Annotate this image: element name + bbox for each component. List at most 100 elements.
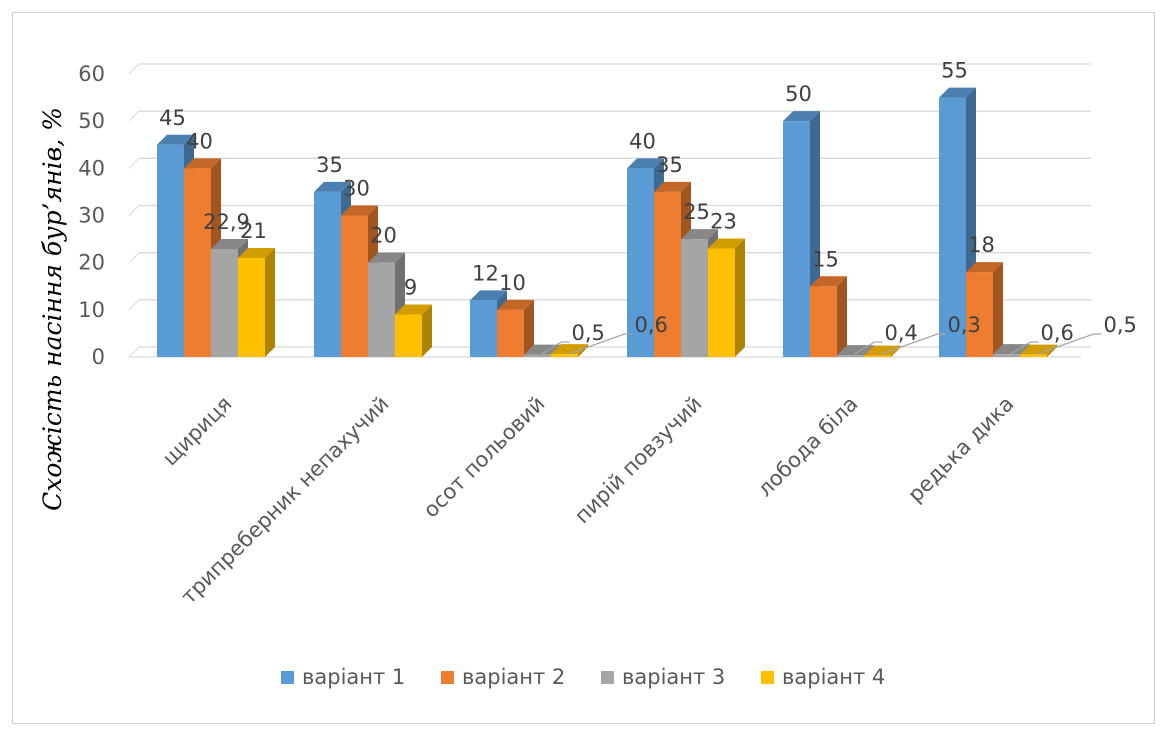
bar-top — [708, 238, 745, 249]
legend-swatch — [281, 671, 294, 684]
bar-top — [524, 344, 561, 355]
bar-top — [783, 111, 820, 122]
data-label-leader — [1037, 333, 1102, 355]
bar — [966, 262, 1003, 357]
bar-front — [314, 191, 341, 357]
bar — [783, 111, 820, 358]
data-label: 21 — [240, 219, 267, 243]
data-label: 10 — [499, 271, 526, 295]
data-label: 40 — [186, 129, 213, 153]
gridline-depth — [128, 205, 140, 216]
data-label: 35 — [316, 153, 343, 177]
bar-front — [238, 257, 265, 357]
category-label: пирій повзучий — [570, 392, 707, 529]
bar-top — [314, 181, 351, 192]
bar — [238, 247, 275, 357]
data-label: 0,6 — [1041, 321, 1074, 345]
y-tick-label: 60 — [78, 62, 105, 86]
legend-item: варіант 4 — [761, 665, 885, 689]
bar-top — [681, 229, 718, 240]
data-label-leader — [881, 333, 946, 355]
category-label: лобода біла — [753, 392, 863, 502]
bar-front — [654, 191, 681, 357]
bar-front — [708, 248, 735, 357]
bar-top — [157, 134, 194, 145]
data-label: 45 — [159, 106, 186, 130]
bar-top — [1020, 344, 1057, 355]
bar-top — [966, 262, 1003, 273]
category-label: осот польовий — [419, 392, 550, 523]
gridline-depth — [128, 252, 140, 264]
bar-top — [810, 276, 847, 287]
bar-top — [341, 205, 378, 216]
y-tick-label: 10 — [78, 298, 105, 322]
data-label: 23 — [710, 210, 737, 234]
legend-label: варіант 4 — [782, 665, 885, 689]
bar — [810, 276, 847, 357]
data-label-leader — [541, 341, 570, 355]
data-label: 20 — [370, 224, 397, 248]
data-label-leader — [854, 341, 883, 355]
bar-side — [735, 238, 745, 357]
bar-side — [837, 276, 847, 357]
category-label: редька дика — [903, 392, 1018, 507]
data-label: 30 — [343, 177, 370, 201]
bar-top — [238, 247, 275, 258]
bar-top — [368, 252, 405, 263]
legend-swatch — [761, 671, 774, 684]
bar — [497, 299, 534, 357]
bar-front — [497, 309, 524, 357]
bar-front — [184, 168, 211, 357]
bar-top — [211, 238, 248, 249]
data-label: 22,9 — [203, 210, 250, 234]
bar-top — [864, 345, 901, 356]
bar-side — [993, 262, 1003, 357]
bar-top — [497, 299, 534, 310]
bar-front — [837, 355, 864, 357]
y-tick-label: 0 — [92, 345, 105, 369]
data-label-leader — [568, 333, 633, 355]
bar-top — [993, 344, 1030, 355]
bar-top — [654, 181, 691, 192]
data-label: 55 — [941, 59, 968, 83]
data-label: 0,5 — [572, 321, 605, 345]
bar-front — [551, 354, 578, 357]
legend-swatch — [601, 671, 614, 684]
legend-label: варіант 3 — [622, 665, 725, 689]
bars — [157, 87, 1057, 358]
data-label: 15 — [812, 247, 839, 271]
bar — [708, 238, 745, 357]
category-label: щириця — [158, 392, 237, 471]
bar — [368, 252, 405, 357]
bar-front — [341, 215, 368, 357]
bar-top — [470, 290, 507, 301]
bar-top — [551, 344, 588, 355]
bar-front — [368, 262, 395, 357]
legend-item: варіант 2 — [441, 665, 565, 689]
bar-front — [470, 300, 497, 357]
bar-top — [627, 158, 664, 169]
gridline-depth — [128, 110, 140, 122]
bar-front — [810, 286, 837, 357]
data-label: 25 — [683, 200, 710, 224]
legend-swatch — [441, 671, 454, 684]
data-label: 0,6 — [635, 313, 668, 337]
gridlines — [128, 63, 1091, 358]
bar-front — [524, 354, 551, 357]
legend-label: варіант 1 — [302, 665, 405, 689]
legend-item: варіант 3 — [601, 665, 725, 689]
data-label: 18 — [968, 233, 995, 257]
y-tick-label: 50 — [78, 109, 105, 133]
chart-frame: 0 10 20 30 40 50 60 45 35 12 40 50 55 40 30 10 35 15 18 22… — [12, 12, 1155, 724]
gridline-depth — [128, 157, 140, 169]
bar-top — [395, 304, 432, 315]
bar-front — [966, 272, 993, 357]
data-label: 0,3 — [948, 313, 981, 337]
bar — [395, 304, 432, 357]
bar-side — [524, 299, 534, 357]
bar-front — [157, 144, 184, 357]
data-label-leader — [1010, 341, 1039, 355]
data-label: 9 — [404, 276, 417, 300]
bar-front — [939, 97, 966, 357]
